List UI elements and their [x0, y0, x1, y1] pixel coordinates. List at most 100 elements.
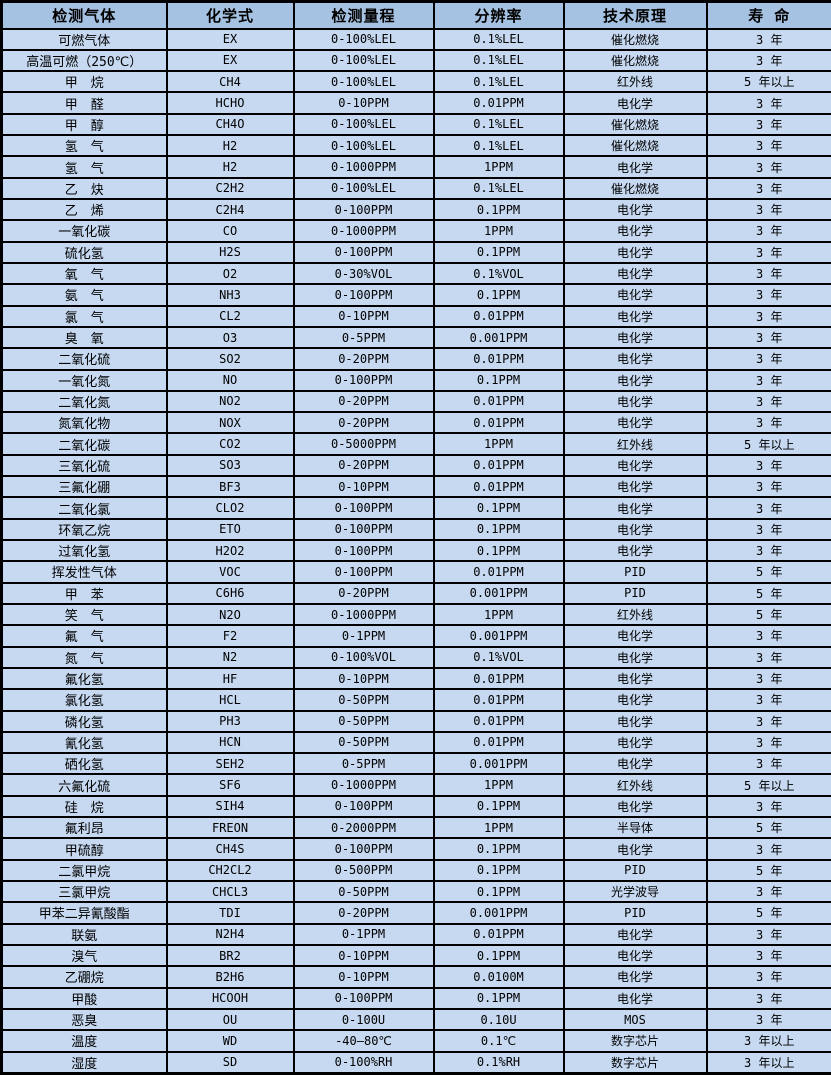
cell-lifespan: 3 年: [705, 347, 831, 371]
table-row: 甲 苯 C6H6 0-20PPM 0.001PPM PID 5 年: [0, 581, 831, 605]
cell-resolution: 1PPM: [432, 773, 565, 797]
cell-gas: 甲 醇: [0, 112, 168, 137]
cell-resolution: 0.01PPM: [432, 304, 565, 328]
table-row: 二氯甲烷 CH2CL2 0-500PPM 0.1PPM PID 5 年: [0, 858, 831, 883]
cell-resolution: 0.1PPM: [432, 283, 565, 307]
cell-principle: 电化学: [562, 986, 708, 1010]
cell-lifespan: 5 年: [705, 581, 831, 605]
cell-gas: 氰化氢: [0, 730, 168, 755]
cell-gas: 六氟化硫: [0, 773, 168, 797]
header-row: 检测气体 化学式 检测量程 分辨率 技术原理 寿 命: [0, 0, 831, 30]
cell-lifespan: 3 年: [705, 155, 831, 179]
cell-resolution: 0.001PPM: [432, 901, 565, 925]
table-row: 三氧化硫 SO3 0-20PPM 0.01PPM 电化学 3 年: [0, 453, 831, 478]
table-row: 甲苯二异氰酸酯 TDI 0-20PPM 0.001PPM PID 5 年: [0, 901, 831, 925]
cell-resolution: 0.01PPM: [432, 688, 565, 712]
cell-principle: 催化燃烧: [562, 27, 708, 51]
cell-lifespan: 3 年: [705, 986, 831, 1010]
cell-lifespan: 3 年: [705, 219, 831, 243]
cell-gas: 溴气: [0, 943, 168, 968]
cell-lifespan: 3 年: [705, 27, 831, 51]
cell-lifespan: 3 年: [705, 1007, 831, 1032]
cell-gas: 二氧化硫: [0, 347, 168, 371]
cell-resolution: 0.1PPM: [432, 197, 565, 222]
cell-range: 0-1PPM: [292, 624, 435, 648]
table-row: 硅 烷 SIH4 0-100PPM 0.1PPM 电化学 3 年: [0, 794, 831, 819]
cell-resolution: 0.1%RH: [432, 1050, 565, 1075]
cell-lifespan: 3 年: [705, 730, 831, 755]
cell-range: 0-1000PPM: [292, 155, 435, 179]
cell-resolution: 0.01PPM: [432, 560, 565, 584]
cell-range: 0-100U: [292, 1007, 435, 1032]
cell-range: 0-100%RH: [292, 1050, 435, 1075]
cell-principle: 红外线: [562, 602, 708, 627]
cell-range: 0-1000PPM: [292, 219, 435, 243]
cell-range: 0-20PPM: [292, 453, 435, 478]
cell-gas: 氟 气: [0, 624, 168, 648]
cell-principle: 电化学: [562, 666, 708, 691]
cell-resolution: 0.1PPM: [432, 240, 565, 264]
cell-range: 0-10PPM: [292, 965, 435, 989]
cell-principle: 催化燃烧: [562, 48, 708, 73]
cell-lifespan: 3 年: [705, 411, 831, 435]
cell-resolution: 0.01PPM: [432, 91, 565, 115]
table-row: 乙 烯 C2H4 0-100PPM 0.1PPM 电化学 3 年: [0, 197, 831, 222]
cell-resolution: 0.10U: [432, 1007, 565, 1032]
table-row: 过氧化氢 H2O2 0-100PPM 0.1PPM 电化学 3 年: [0, 538, 831, 563]
cell-principle: 电化学: [562, 283, 708, 307]
cell-gas: 氮 气: [0, 645, 168, 669]
cell-resolution: 0.01PPM: [432, 389, 565, 414]
cell-resolution: 0.001PPM: [432, 624, 565, 648]
table-row: 甲 烷 CH4 0-100%LEL 0.1%LEL 红外线 5 年以上: [0, 70, 831, 94]
cell-principle: 电化学: [562, 496, 708, 520]
table-row: 一氧化碳 CO 0-1000PPM 1PPM 电化学 3 年: [0, 219, 831, 243]
table-row: 氯化氢 HCL 0-50PPM 0.01PPM 电化学 3 年: [0, 688, 831, 712]
cell-range: 0-100%LEL: [292, 112, 435, 137]
cell-range: 0-100PPM: [292, 240, 435, 264]
cell-lifespan: 3 年: [705, 368, 831, 392]
cell-formula: BF3: [165, 475, 295, 499]
cell-range: 0-100PPM: [292, 496, 435, 520]
table-row: 乙 炔 C2H2 0-100%LEL 0.1%LEL 催化燃烧 3 年: [0, 176, 831, 201]
cell-resolution: 0.1%LEL: [432, 48, 565, 73]
cell-gas: 挥发性气体: [0, 560, 168, 584]
cell-lifespan: 3 年: [705, 325, 831, 350]
cell-gas: 二氧化氮: [0, 389, 168, 414]
table-row: 甲酸 HCOOH 0-100PPM 0.1PPM 电化学 3 年: [0, 986, 831, 1010]
cell-range: 0-20PPM: [292, 347, 435, 371]
cell-gas: 氮氧化物: [0, 411, 168, 435]
table-row: 硒化氢 SEH2 0-5PPM 0.001PPM 电化学 3 年: [0, 752, 831, 776]
cell-formula: SIH4: [165, 794, 295, 819]
cell-principle: 电化学: [562, 155, 708, 179]
cell-principle: MOS: [562, 1007, 708, 1032]
cell-resolution: 0.01PPM: [432, 709, 565, 733]
table-row: 氧 气 O2 0-30%VOL 0.1%VOL 电化学 3 年: [0, 261, 831, 286]
cell-resolution: 0.1PPM: [432, 986, 565, 1010]
cell-formula: NH3: [165, 283, 295, 307]
table-row: 联氨 N2H4 0-1PPM 0.01PPM 电化学 3 年: [0, 922, 831, 946]
cell-lifespan: 3 年: [705, 176, 831, 201]
cell-formula: B2H6: [165, 965, 295, 989]
cell-gas: 甲酸: [0, 986, 168, 1010]
cell-range: 0-20PPM: [292, 389, 435, 414]
cell-principle: 电化学: [562, 752, 708, 776]
cell-formula: O2: [165, 261, 295, 286]
cell-lifespan: 3 年: [705, 112, 831, 137]
cell-lifespan: 3 年: [705, 48, 831, 73]
table-row: 二氧化硫 SO2 0-20PPM 0.01PPM 电化学 3 年: [0, 347, 831, 371]
cell-gas: 笑 气: [0, 602, 168, 627]
cell-formula: CH4: [165, 70, 295, 94]
table-header: 检测气体 化学式 检测量程 分辨率 技术原理 寿 命: [0, 0, 831, 30]
cell-principle: 电化学: [562, 411, 708, 435]
cell-lifespan: 3 年: [705, 688, 831, 712]
cell-formula: WD: [165, 1029, 295, 1053]
table-row: 溴气 BR2 0-10PPM 0.1PPM 电化学 3 年: [0, 943, 831, 968]
cell-formula: SEH2: [165, 752, 295, 776]
cell-principle: 电化学: [562, 709, 708, 733]
cell-range: 0-1000PPM: [292, 773, 435, 797]
cell-resolution: 0.1PPM: [432, 943, 565, 968]
cell-gas: 二氧化碳: [0, 432, 168, 456]
cell-formula: H2O2: [165, 538, 295, 563]
cell-gas: 恶臭: [0, 1007, 168, 1032]
cell-lifespan: 3 年以上: [705, 1029, 831, 1053]
